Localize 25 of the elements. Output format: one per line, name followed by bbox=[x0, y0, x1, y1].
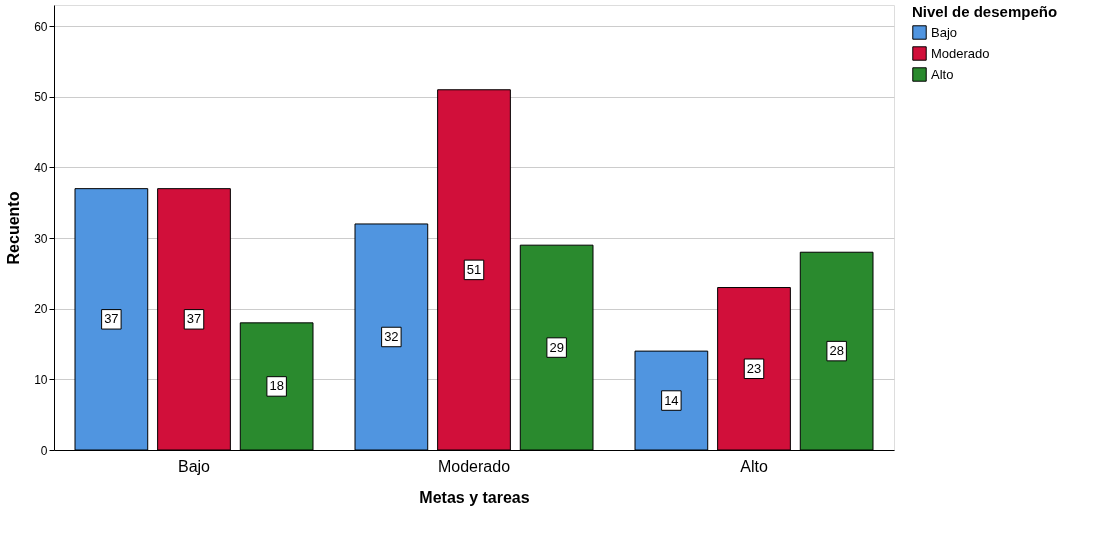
data-label: 14 bbox=[664, 392, 679, 408]
data-label: 51 bbox=[466, 261, 482, 277]
y-tick-label: 60 bbox=[34, 19, 48, 34]
data-label: 29 bbox=[549, 339, 564, 355]
x-tick-label: Alto bbox=[740, 457, 768, 475]
y-tick-label: 0 bbox=[40, 443, 48, 458]
data-label: 28 bbox=[829, 343, 844, 359]
data-label: 37 bbox=[104, 311, 119, 327]
x-axis-title: Metas y tareas bbox=[419, 488, 530, 506]
y-tick-label: 50 bbox=[34, 90, 48, 105]
y-tick-label: 10 bbox=[34, 372, 48, 387]
legend-title: Nivel de desempeño bbox=[912, 3, 1058, 20]
y-tick-label: 30 bbox=[34, 231, 48, 246]
legend-label: Bajo bbox=[931, 24, 958, 40]
y-axis-title: Recuento bbox=[5, 191, 23, 265]
legend-label: Moderado bbox=[931, 45, 990, 61]
data-label: 32 bbox=[384, 328, 399, 344]
y-tick-label: 40 bbox=[34, 160, 48, 175]
legend-label: Alto bbox=[931, 66, 954, 82]
y-tick-label: 20 bbox=[34, 302, 48, 317]
data-label: 18 bbox=[269, 378, 284, 394]
data-label: 37 bbox=[186, 311, 202, 327]
data-label: 23 bbox=[746, 360, 762, 376]
x-tick-label: Moderado bbox=[437, 457, 511, 475]
x-tick-label: Bajo bbox=[177, 457, 211, 475]
